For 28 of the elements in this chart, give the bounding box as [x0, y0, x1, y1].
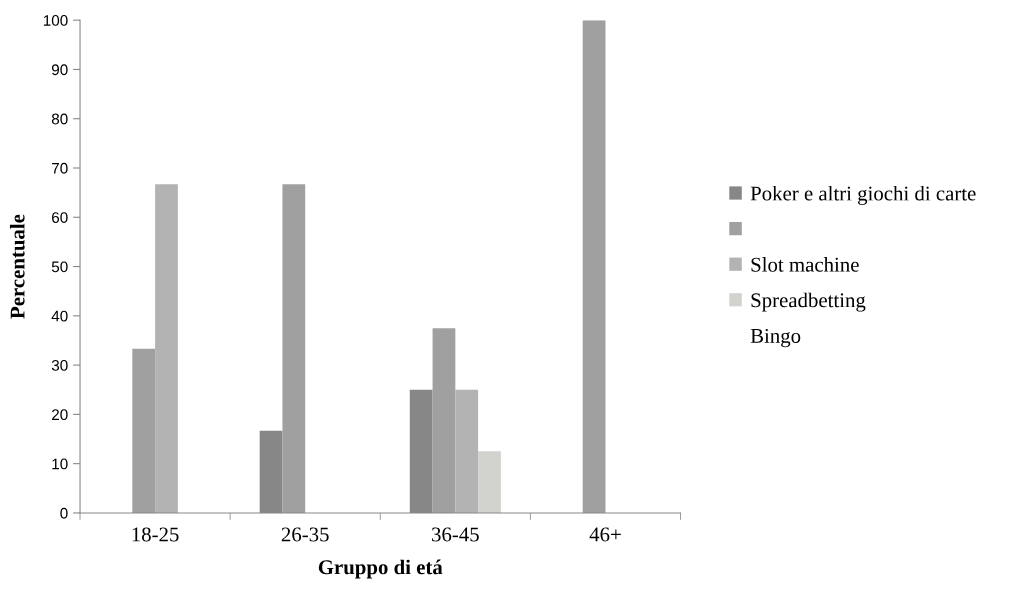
x-tick-label: 26-35	[281, 527, 329, 542]
y-tick-label: 20	[52, 409, 68, 421]
bar	[432, 328, 456, 513]
bar	[478, 451, 501, 513]
bar	[132, 348, 156, 513]
x-axis-title: Gruppo di etá	[318, 559, 443, 579]
y-tick-label: 70	[52, 162, 68, 174]
legend-label: Poker e altri giochi di carte	[750, 185, 976, 205]
legend-label: Slot machine	[751, 257, 859, 272]
y-tick-label: 50	[51, 261, 68, 273]
x-tick-label: 46+	[589, 527, 621, 542]
y-tick-label: 80	[51, 113, 68, 125]
y-tick-label: 90	[51, 64, 68, 76]
x-tick-label: 36-45	[432, 527, 479, 542]
y-tick-label: 10	[52, 458, 68, 470]
x-tick-label: 18-25	[132, 527, 179, 542]
bar	[155, 184, 178, 513]
bar	[455, 389, 479, 513]
legend-label: Spreadbetting	[751, 292, 866, 312]
y-tick-label: 0	[60, 507, 68, 519]
bar	[282, 184, 306, 513]
y-tick-label: 60	[52, 212, 68, 223]
text: Bingo	[750, 328, 801, 348]
bar	[582, 20, 606, 513]
y-tick-label: 40	[51, 310, 68, 322]
y-tick-label: 30	[51, 359, 68, 371]
y-axis-title: Percentuale	[9, 214, 25, 319]
y-tick-label: 100	[43, 15, 68, 26]
